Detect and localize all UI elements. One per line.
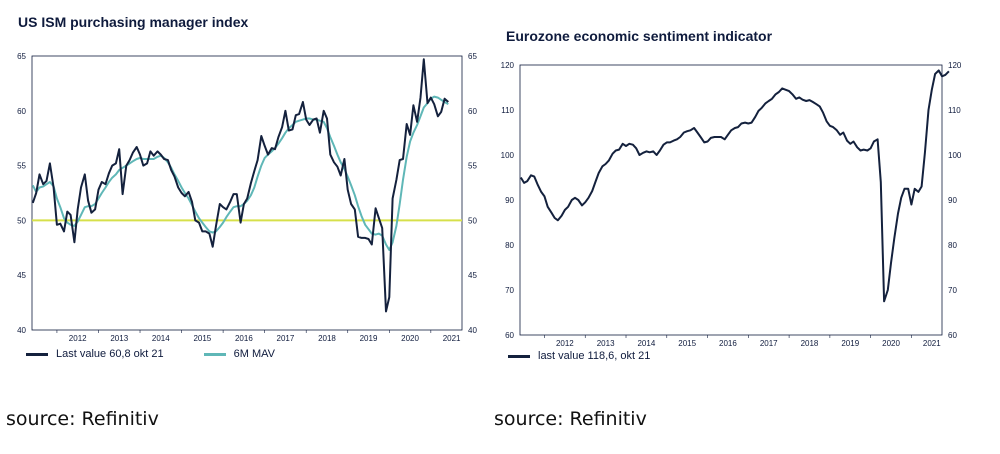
esi-plot-frame <box>519 64 943 336</box>
esi-x-tick-label: 2015 <box>678 339 696 348</box>
ism-y-tick-left: 60 <box>17 107 26 116</box>
esi-y-tick-right: 60 <box>948 331 957 340</box>
ism-y-tick-right: 45 <box>468 271 477 280</box>
esi-x-tick-label: 2013 <box>597 339 615 348</box>
ism-x-tick-label: 2017 <box>277 334 295 343</box>
ism-x-tick-label: 2013 <box>110 334 128 343</box>
esi-x-tick-label: 2019 <box>841 339 859 348</box>
ism-y-tick-right: 60 <box>468 107 477 116</box>
esi-x-tick-label: 2021 <box>923 339 941 348</box>
ism-y-tick-left: 65 <box>17 52 26 61</box>
esi-legend: last value 118,6, okt 21 <box>508 350 690 362</box>
esi-x-tick-label: 2014 <box>637 339 655 348</box>
esi-y-tick-left: 70 <box>505 286 514 295</box>
esi-y-tick-right: 100 <box>948 151 962 160</box>
esi-x-tick-label: 2020 <box>882 339 900 348</box>
ism-x-tick-label: 2019 <box>360 334 378 343</box>
ism-legend-swatch-last-value <box>26 352 48 356</box>
ism-series-line-1 <box>31 95 449 251</box>
esi-y-tick-left: 120 <box>501 61 515 70</box>
ism-chart: 40 40 45 45 50 50 55 55 60 60 65 65 2012 2013 2014 2015… <box>17 52 477 343</box>
esi-y-tick-right: 80 <box>948 241 957 250</box>
esi-legend-item-last-value: last value 118,6, okt 21 <box>508 350 650 362</box>
ism-x-tick-label: 2018 <box>318 334 336 343</box>
esi-y-tick-left: 60 <box>505 331 514 340</box>
esi-legend-label-last-value: last value 118,6, okt 21 <box>538 350 651 362</box>
ism-source: source: Refinitiv <box>6 408 159 430</box>
ism-y-tick-right: 65 <box>468 52 477 61</box>
ism-x-tick-label: 2015 <box>193 334 211 343</box>
esi-x-tick-label: 2016 <box>719 339 737 348</box>
ism-legend: Last value 60,8 okt 21 6M MAV <box>26 348 315 360</box>
esi-x-tick-label: 2012 <box>556 339 574 348</box>
ism-chart-title: US ISM purchasing manager index <box>18 14 249 30</box>
esi-y-tick-right: 70 <box>948 286 957 295</box>
ism-plot-frame <box>31 55 463 331</box>
esi-source: source: Refinitiv <box>494 408 647 430</box>
ism-series-line-0 <box>31 58 449 313</box>
esi-x-tick-label: 2018 <box>801 339 819 348</box>
esi-chart-title: Eurozone economic sentiment indicator <box>506 28 773 44</box>
ism-legend-item-mav: 6M MAV <box>203 348 275 360</box>
ism-legend-label-mav: 6M MAV <box>233 348 275 360</box>
esi-y-tick-right: 90 <box>948 196 957 205</box>
esi-y-tick-right: 110 <box>948 106 961 115</box>
ism-legend-item-last-value: Last value 60,8 okt 21 <box>26 348 164 360</box>
esi-y-tick-left: 100 <box>501 151 515 160</box>
ism-y-tick-right: 40 <box>468 326 477 335</box>
esi-legend-swatch-last-value <box>508 354 530 358</box>
esi-y-tick-left: 110 <box>501 106 514 115</box>
ism-x-tick-label: 2016 <box>235 334 253 343</box>
ism-y-tick-left: 40 <box>17 326 26 335</box>
ism-x-tick-label: 2020 <box>401 334 419 343</box>
esi-y-tick-right: 120 <box>948 61 962 70</box>
ism-y-tick-right: 50 <box>468 216 477 225</box>
ism-x-tick-label: 2021 <box>443 334 461 343</box>
ism-x-tick-label: 2012 <box>69 334 87 343</box>
ism-y-tick-left: 45 <box>17 271 26 280</box>
ism-y-tick-left: 50 <box>17 216 26 225</box>
ism-y-tick-left: 55 <box>17 162 26 171</box>
esi-y-tick-left: 90 <box>505 196 514 205</box>
esi-x-tick-label: 2017 <box>760 339 778 348</box>
ism-legend-swatch-mav <box>203 352 226 356</box>
esi-y-tick-left: 80 <box>505 241 514 250</box>
ism-y-tick-right: 55 <box>468 162 477 171</box>
ism-legend-label-last-value: Last value 60,8 okt 21 <box>56 348 164 360</box>
esi-series-line-0 <box>519 69 950 303</box>
ism-x-tick-label: 2014 <box>152 334 170 343</box>
esi-chart: 60 60 70 70 80 80 90 90 100 100 110 110 120 120 2012 20… <box>501 61 962 348</box>
